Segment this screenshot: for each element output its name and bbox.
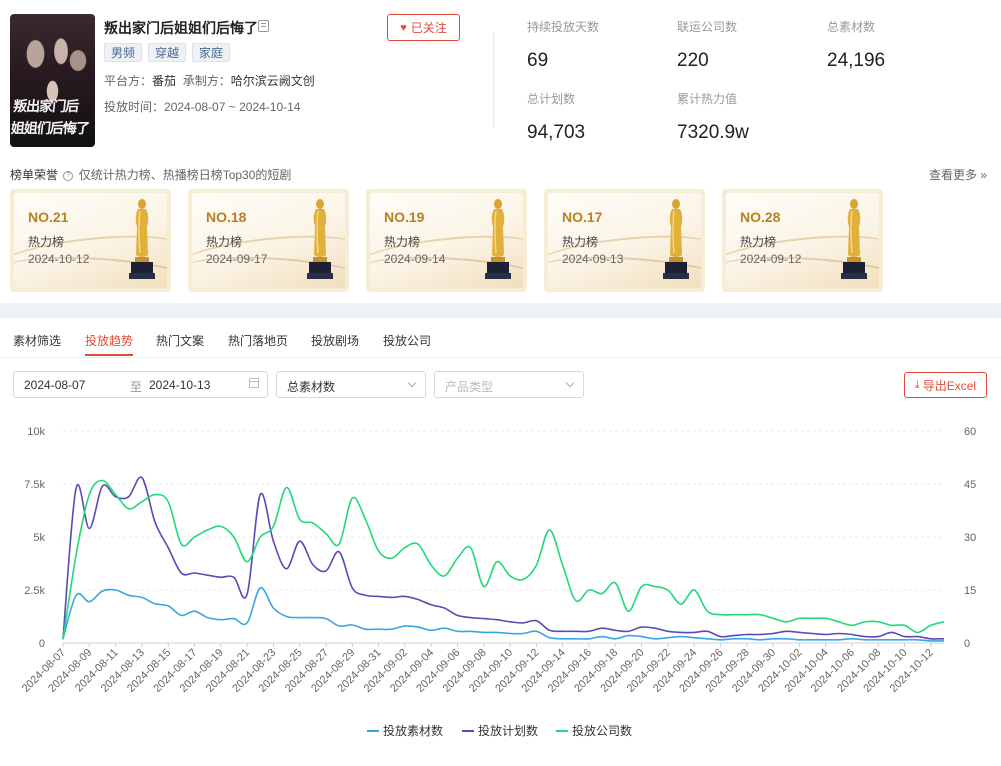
trophy-icon (129, 199, 155, 279)
y-left-tick-label: 2.5k (24, 585, 45, 597)
honors-note: 仅统计热力榜、热播榜日榜Top30的短剧 (78, 168, 292, 182)
platform-info: 平台方：番茄 承制方：哈尔滨云阙文创 (104, 74, 315, 88)
y-right-tick-label: 30 (964, 532, 976, 544)
tab-hot-copy[interactable]: 热门文案 (156, 334, 205, 348)
follow-button[interactable]: ♥ 已关注 (387, 14, 460, 41)
platform-value: 番茄 (152, 74, 177, 88)
poster-title-art: 叛出家门后 姐姐们后悔了 (10, 99, 90, 137)
honor-card[interactable]: NO.28 热力榜 2024-09-12 (722, 189, 883, 292)
series-line (62, 479, 945, 640)
stat-companies: 联运公司数 220 (677, 20, 738, 71)
stat-heat: 累计热力值 7320.9w (677, 92, 749, 143)
period-value: 2024-08-07 ~ 2024-10-14 (164, 100, 301, 114)
rank-date: 2024-09-12 (740, 252, 802, 266)
tab-landing-pages[interactable]: 热门落地页 (228, 334, 289, 348)
view-more-link[interactable]: 查看更多 » (929, 168, 988, 182)
series-line (62, 587, 945, 642)
legend-label: 投放计划数 (478, 723, 538, 738)
genre-tags: 男频 穿越 家庭 (104, 43, 231, 62)
export-excel-button[interactable]: ⤓ 导出Excel (904, 372, 987, 398)
board-name: 热力榜 (562, 235, 599, 249)
copy-icon[interactable] (258, 20, 269, 32)
tab-material-filter[interactable]: 素材筛选 (13, 334, 62, 348)
honor-cards: NO.21 热力榜 2024-10-12 NO.18 热力榜 2024-09-1… (10, 189, 883, 292)
y-right-tick-label: 60 (964, 426, 976, 438)
rank-number: NO.18 (206, 209, 247, 225)
board-name: 热力榜 (28, 235, 65, 249)
chevron-down-icon (565, 378, 575, 388)
tab-bar: 素材筛选 投放趋势 热门文案 热门落地页 投放剧场 投放公司 (0, 318, 1001, 358)
stat-plans: 总计划数 94,703 (527, 92, 586, 143)
y-left-tick-label: 7.5k (24, 479, 45, 491)
divider (493, 32, 494, 128)
honor-card[interactable]: NO.18 热力榜 2024-09-17 (188, 189, 349, 292)
board-name: 热力榜 (740, 235, 777, 249)
honor-card[interactable]: NO.21 热力榜 2024-10-12 (10, 189, 171, 292)
calendar-icon[interactable] (249, 378, 259, 388)
trophy-icon (663, 199, 689, 279)
trophy-icon (841, 199, 867, 279)
rank-number: NO.21 (28, 209, 69, 225)
rank-number: NO.17 (562, 209, 603, 225)
drama-poster: 叛出家门后 姐姐们后悔了 (10, 14, 95, 147)
rank-date: 2024-10-12 (28, 252, 90, 266)
y-left-tick-label: 10k (27, 426, 45, 438)
y-left-tick-label: 5k (33, 532, 45, 544)
drama-title: 叛出家门后姐姐们后悔了 (104, 20, 258, 36)
rank-number: NO.19 (384, 209, 425, 225)
release-period: 投放时间：2024-08-07 ~ 2024-10-14 (104, 100, 301, 114)
tag: 男频 (104, 43, 143, 62)
heart-icon: ♥ (400, 21, 407, 34)
range-separator: 至 (130, 380, 143, 394)
y-right-tick-label: 0 (964, 638, 970, 650)
trend-chart: 02.5k5k7.5k10k0153045602024-08-072024-08… (20, 426, 976, 738)
honor-card[interactable]: NO.19 热力榜 2024-09-14 (366, 189, 527, 292)
y-right-tick-label: 45 (964, 479, 976, 491)
end-date[interactable]: 2024-10-13 (149, 378, 211, 392)
board-name: 热力榜 (384, 235, 421, 249)
tag: 家庭 (192, 43, 231, 62)
legend-label: 投放素材数 (383, 723, 443, 738)
metric-select[interactable]: 总素材数 (276, 371, 426, 398)
stat-days: 持续投放天数 69 (527, 20, 600, 71)
legend-label: 投放公司数 (572, 723, 632, 738)
honors-heading: 榜单荣誉 ? 仅统计热力榜、热播榜日榜Top30的短剧 (10, 168, 292, 182)
rank-date: 2024-09-14 (384, 252, 446, 266)
trophy-icon (307, 199, 333, 279)
date-range-picker[interactable]: 2024-08-07 至 2024-10-13 (13, 371, 268, 398)
rank-date: 2024-09-13 (562, 252, 624, 266)
product-type-select[interactable]: 产品类型 (434, 371, 584, 398)
board-name: 热力榜 (206, 235, 243, 249)
stat-materials: 总素材数 24,196 (827, 20, 886, 71)
producer-value: 哈尔滨云阙文创 (230, 74, 315, 88)
section-separator (0, 303, 1001, 318)
chevron-down-icon (407, 378, 417, 388)
start-date[interactable]: 2024-08-07 (24, 378, 86, 392)
y-left-tick-label: 0 (39, 638, 45, 650)
y-right-tick-label: 15 (964, 585, 976, 597)
help-icon[interactable]: ? (63, 170, 74, 181)
tab-companies[interactable]: 投放公司 (383, 334, 432, 348)
tag: 穿越 (148, 43, 187, 62)
rank-date: 2024-09-17 (206, 252, 268, 266)
download-icon: ⤓ (914, 378, 920, 391)
honor-card[interactable]: NO.17 热力榜 2024-09-13 (544, 189, 705, 292)
series-line (62, 476, 945, 640)
tab-trend[interactable]: 投放趋势 (85, 334, 134, 356)
tab-theaters[interactable]: 投放剧场 (311, 334, 360, 348)
rank-number: NO.28 (740, 209, 781, 225)
trophy-icon (485, 199, 511, 279)
